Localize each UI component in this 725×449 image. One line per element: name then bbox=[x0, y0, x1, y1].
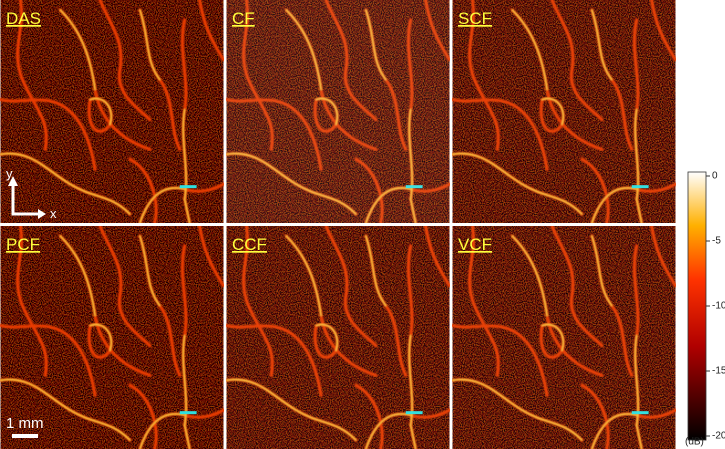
image-panel: SCF bbox=[453, 0, 676, 223]
colorbar-tick-label: -10 bbox=[712, 301, 725, 312]
colorbar-ticks: 0 -5 -10 -15 -20 bbox=[706, 171, 725, 442]
panel-label: CF bbox=[232, 9, 255, 28]
panel-image bbox=[227, 226, 450, 449]
panel-image bbox=[227, 0, 450, 223]
panel-label: VCF bbox=[458, 235, 492, 254]
y-axis-label: y bbox=[6, 166, 13, 181]
scale-bar-line bbox=[12, 434, 38, 438]
image-panel: DAS bbox=[1, 0, 224, 223]
panel-image bbox=[1, 0, 224, 223]
x-axis-label: x bbox=[50, 206, 57, 221]
panel-label: SCF bbox=[458, 9, 492, 28]
arrow-heads bbox=[8, 176, 46, 219]
colorbar-tick-label: -15 bbox=[712, 366, 725, 377]
colorbar-tick-label: -20 bbox=[712, 431, 725, 442]
image-panel: CF bbox=[227, 0, 450, 223]
colorbar-tick-label: -5 bbox=[712, 236, 721, 247]
scale-bar-label: 1 mm bbox=[6, 415, 44, 432]
image-panel: CCF bbox=[227, 226, 450, 449]
image-panel: PCF bbox=[1, 226, 224, 449]
panel-label: DAS bbox=[6, 9, 41, 28]
panel-grid: DAS CF SCF PCF CCF VCF bbox=[1, 0, 676, 449]
panel-image bbox=[453, 226, 676, 449]
panel-label: PCF bbox=[6, 235, 40, 254]
panel-label: CCF bbox=[232, 235, 267, 254]
colorbar bbox=[687, 171, 707, 441]
axis-arrows bbox=[11, 183, 40, 216]
axis-indicator: y x bbox=[6, 166, 57, 221]
image-panel: VCF bbox=[453, 226, 676, 449]
panel-image bbox=[453, 0, 676, 223]
colorbar-tick-label: 0 bbox=[712, 171, 718, 182]
scale-bar: 1 mm bbox=[6, 415, 44, 438]
colorbar-unit: (dB) bbox=[685, 437, 704, 448]
